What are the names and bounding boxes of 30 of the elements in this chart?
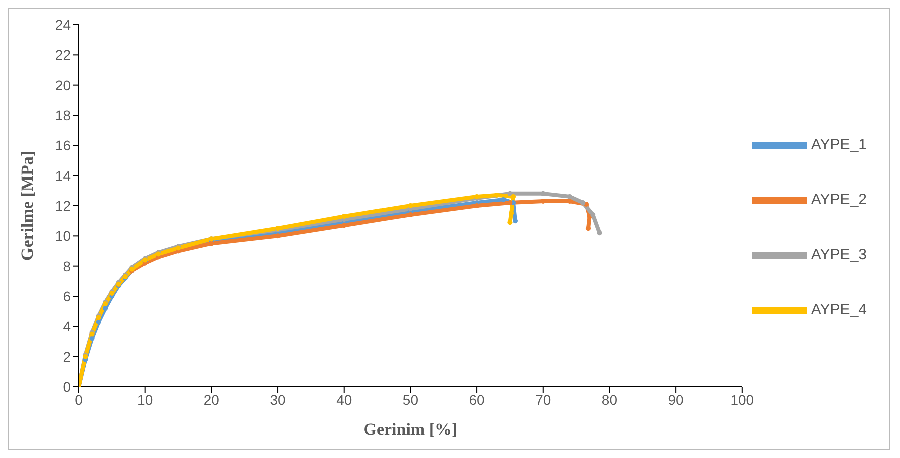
y-tick-label: 14 [55,168,72,184]
y-tick-label: 10 [55,228,72,244]
y-tick-label: 2 [63,348,72,365]
y-tick-label: 22 [55,47,72,64]
x-tick-label: 0 [75,392,84,408]
y-tick-label: 16 [55,138,72,154]
x-tick-label: 30 [270,392,286,408]
y-axis-title: Gerilme [MPa] [18,151,38,261]
x-tick-label: 20 [204,392,220,408]
x-tick-label: 80 [602,392,618,408]
x-tick-label: 70 [536,392,552,408]
x-tick-label: 60 [469,392,486,408]
y-tick-label: 24 [55,16,72,33]
y-tick-label: 0 [63,378,72,395]
legend-label: AYPE_2 [811,191,867,208]
x-tick-label: 100 [730,392,754,408]
x-tick-label: 50 [402,392,419,408]
y-tick-label: 12 [55,198,72,214]
x-tick-label: 10 [138,392,154,408]
y-tick-label: 20 [55,77,72,94]
x-tick-label: 40 [336,392,352,408]
legend-label: AYPE_4 [811,301,867,318]
y-tick-label: 18 [55,107,72,124]
y-tick-label: 8 [63,258,72,274]
y-tick-label: 4 [63,318,72,335]
x-tick-label: 90 [668,392,684,408]
x-axis-title: Gerinim [%] [364,420,458,439]
legend-label: AYPE_3 [811,246,867,264]
y-tick-label: 6 [63,288,72,304]
legend-label: AYPE_1 [811,136,867,154]
